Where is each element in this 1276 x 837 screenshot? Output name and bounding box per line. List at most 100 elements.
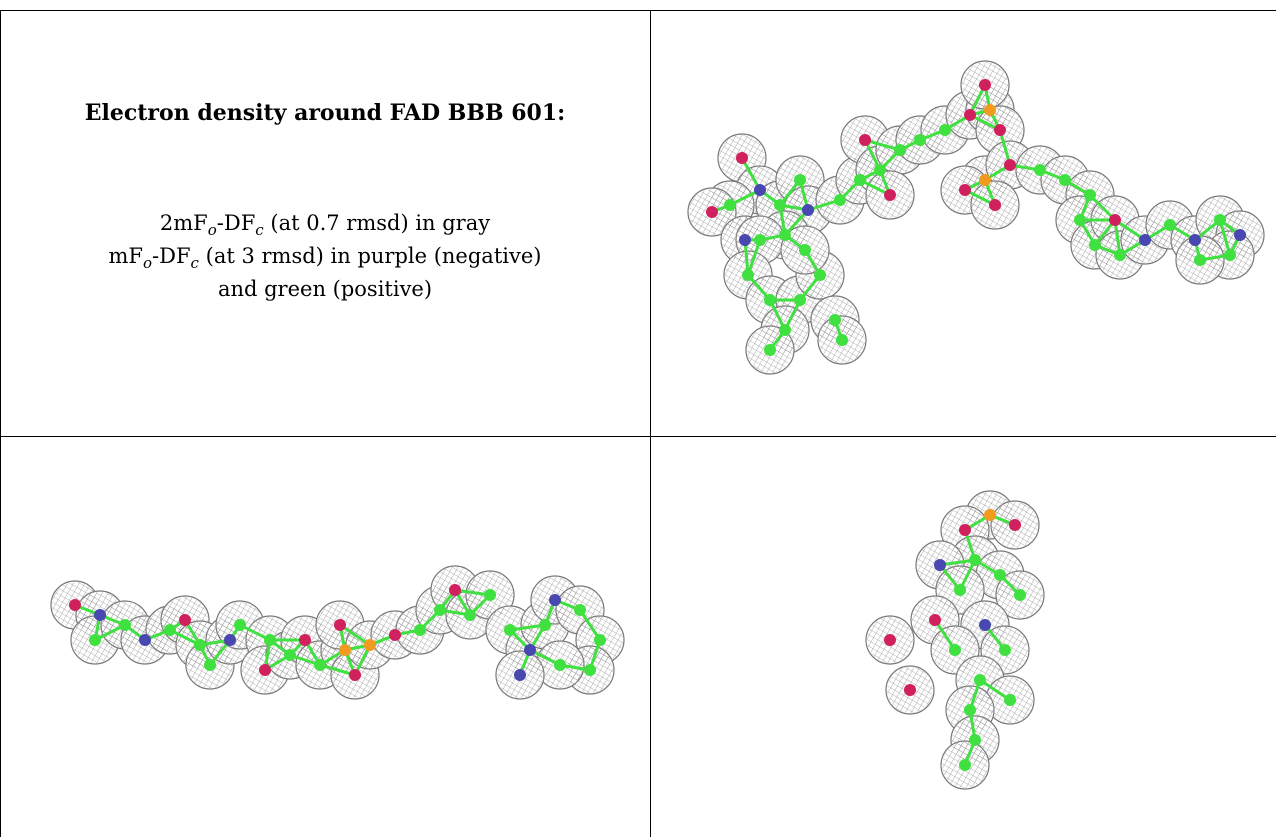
atom	[984, 509, 996, 521]
atom	[1224, 249, 1236, 261]
atom	[774, 199, 786, 211]
atom	[706, 206, 718, 218]
atom	[194, 639, 206, 651]
atom	[999, 644, 1011, 656]
atom	[779, 324, 791, 336]
atom	[349, 669, 361, 681]
atom	[724, 199, 736, 211]
text-run: and green (positive)	[218, 277, 432, 301]
atom	[1109, 214, 1121, 226]
atom	[554, 659, 566, 671]
atom	[974, 674, 986, 686]
atom	[524, 644, 536, 656]
atom	[964, 704, 976, 716]
text-run: mF	[109, 244, 143, 268]
atom	[894, 144, 906, 156]
atom	[1034, 164, 1046, 176]
atom	[1059, 174, 1071, 186]
atom	[754, 184, 766, 196]
atom	[1009, 519, 1021, 531]
atom	[69, 599, 81, 611]
atom	[204, 659, 216, 671]
atom	[1089, 239, 1101, 251]
atom	[339, 644, 351, 656]
figure-table: Electron density around FAD BBB 601: 2mF…	[0, 0, 1276, 837]
atom	[504, 624, 516, 636]
atom	[929, 614, 941, 626]
atom	[979, 79, 991, 91]
atom	[949, 644, 961, 656]
text-run: -DF	[152, 244, 191, 268]
table-borders	[0, 10, 1276, 837]
atom	[979, 619, 991, 631]
atom	[884, 634, 896, 646]
atom	[834, 194, 846, 206]
atom	[739, 234, 751, 246]
atom	[994, 569, 1006, 581]
atom	[1139, 234, 1151, 246]
atom	[934, 559, 946, 571]
atom	[89, 634, 101, 646]
atom	[802, 204, 814, 216]
atom	[969, 734, 981, 746]
atom	[414, 624, 426, 636]
atom	[959, 184, 971, 196]
atom	[549, 594, 561, 606]
atom	[434, 604, 446, 616]
atom	[139, 634, 151, 646]
atom	[989, 199, 1001, 211]
atom	[594, 634, 606, 646]
subscript: o	[143, 254, 152, 272]
atom	[984, 104, 996, 116]
atom	[1084, 189, 1096, 201]
atom	[854, 174, 866, 186]
legend-line: 2mFo-DFc (at 0.7 rmsd) in gray	[160, 211, 490, 239]
atom	[1189, 234, 1201, 246]
atom	[884, 189, 896, 201]
atom	[794, 294, 806, 306]
atom	[584, 664, 596, 676]
atom	[742, 269, 754, 281]
page: Electron density around FAD BBB 601: 2mF…	[0, 0, 1276, 837]
atom	[364, 639, 376, 651]
atom	[234, 619, 246, 631]
atom	[539, 619, 551, 631]
atom	[1214, 214, 1226, 226]
atom	[449, 584, 461, 596]
atom	[964, 109, 976, 121]
atom	[754, 234, 766, 246]
atom	[979, 174, 991, 186]
atom	[264, 634, 276, 646]
atom	[164, 624, 176, 636]
atom	[514, 669, 526, 681]
atom	[259, 664, 271, 676]
atom	[334, 619, 346, 631]
atom	[829, 314, 841, 326]
atom	[179, 614, 191, 626]
atom	[959, 524, 971, 536]
atom	[94, 609, 106, 621]
text-run: -DF	[217, 211, 256, 235]
atom	[484, 589, 496, 601]
atom	[874, 164, 886, 176]
molecule	[688, 61, 1264, 374]
atom	[794, 174, 806, 186]
atom	[119, 619, 131, 631]
atom	[904, 684, 916, 696]
atom	[969, 554, 981, 566]
atom	[1114, 249, 1126, 261]
atom	[299, 634, 311, 646]
atom	[859, 134, 871, 146]
atom	[994, 124, 1006, 136]
text-run: (at 3 rmsd) in purple (negative)	[199, 244, 542, 268]
cell-title: Electron density around FAD BBB 601:	[85, 100, 566, 126]
atom	[389, 629, 401, 641]
molecule	[866, 491, 1044, 789]
density-images	[51, 61, 1264, 789]
atom	[1004, 159, 1016, 171]
atom	[736, 152, 748, 164]
text-run: 2mF	[160, 211, 208, 235]
text-run: (at 0.7 rmsd) in gray	[264, 211, 491, 235]
atom	[814, 269, 826, 281]
